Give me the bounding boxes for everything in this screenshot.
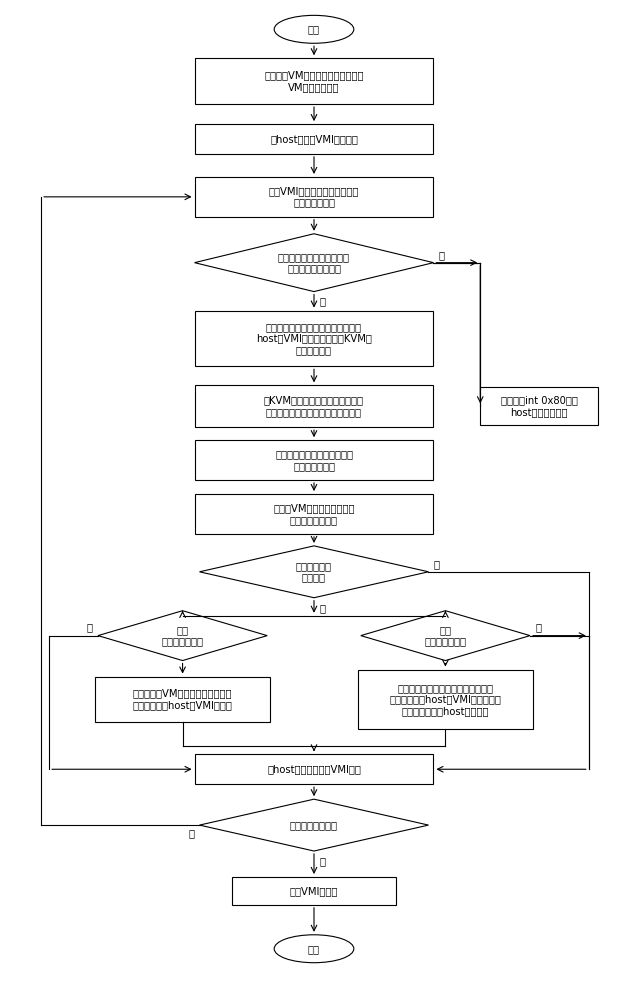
Text: 否: 否: [188, 828, 195, 838]
Text: 是否
更新内核层数据: 是否 更新内核层数据: [161, 625, 203, 646]
Text: 程序是否执行完成: 程序是否执行完成: [290, 820, 338, 830]
Text: 程序执行int 0x80陷入
host内核空间执行: 程序执行int 0x80陷入 host内核空间执行: [501, 395, 577, 417]
Text: 否: 否: [433, 559, 440, 569]
Text: 否: 否: [87, 623, 93, 633]
Text: 是: 是: [320, 297, 326, 307]
Text: 在host中执行VMI应用程序: 在host中执行VMI应用程序: [270, 134, 358, 144]
Text: 结束: 结束: [308, 944, 320, 954]
Polygon shape: [200, 799, 428, 851]
Ellipse shape: [274, 15, 354, 43]
Text: 是: 是: [320, 856, 326, 866]
Polygon shape: [195, 234, 433, 292]
Bar: [359, 670, 533, 729]
Text: 否: 否: [438, 250, 445, 260]
Ellipse shape: [274, 935, 354, 963]
Bar: [195, 754, 433, 784]
Text: 是: 是: [320, 603, 326, 613]
Text: 否: 否: [535, 623, 541, 633]
Bar: [195, 440, 433, 480]
Bar: [195, 494, 433, 534]
Bar: [195, 385, 433, 427]
Text: 是否
更新用户层数据: 是否 更新用户层数据: [425, 625, 467, 646]
Bar: [195, 58, 433, 104]
Text: 开始: 开始: [308, 24, 320, 34]
Text: 执行结果是否
更新数据: 执行结果是否 更新数据: [296, 561, 332, 583]
Text: 由系统调用号及重定向策略
决定是否需要重定向: 由系统调用号及重定向策略 决定是否需要重定向: [278, 252, 350, 273]
Bar: [195, 311, 433, 366]
Text: 在host中继续执行该VMI程序: 在host中继续执行该VMI程序: [267, 764, 361, 774]
Text: 得出VMI的结果: 得出VMI的结果: [290, 886, 338, 896]
Text: 将执行结果写回共享内存中，并拷贝
更新的数据到host中VMI程序的用户
空间，并恢复在host中的执行: 将执行结果写回共享内存中，并拷贝 更新的数据到host中VMI程序的用户 空间，…: [389, 683, 501, 716]
Text: 直接对目标VM内核状态进行更新修
改，之后恢复host中VMI的执行: 直接对目标VM内核状态进行更新修 改，之后恢复host中VMI的执行: [133, 689, 232, 710]
Polygon shape: [98, 611, 267, 661]
Bar: [195, 124, 433, 154]
Bar: [195, 177, 433, 217]
Text: 选择目标VM，并选择和初始化目标
VM中的辅助进程: 选择目标VM，并选择和初始化目标 VM中的辅助进程: [264, 70, 364, 92]
Polygon shape: [361, 611, 530, 661]
Text: 将系统调用参数写入共享内存，暂停
host中VMI程序的执行，向KVM发
出重定向请求: 将系统调用参数写入共享内存，暂停 host中VMI程序的执行，向KVM发 出重定…: [256, 322, 372, 355]
Polygon shape: [200, 546, 428, 598]
Bar: [480, 387, 598, 425]
Text: 截获VMI程序的每个系统调用并
获取系统调用号: 截获VMI程序的每个系统调用并 获取系统调用号: [269, 186, 359, 208]
Bar: [232, 877, 396, 905]
Text: 在KVM中收到重定向请求，准备系
统调用参数并调度辅助进程准备执行: 在KVM中收到重定向请求，准备系 统调用参数并调度辅助进程准备执行: [264, 395, 364, 417]
Text: 在目标VM中，辅助进程执行
重定向的系统调用: 在目标VM中，辅助进程执行 重定向的系统调用: [273, 503, 355, 525]
Bar: [95, 677, 269, 722]
Text: 安全保护模块对辅助进程进行
安全检查及保护: 安全保护模块对辅助进程进行 安全检查及保护: [275, 449, 353, 471]
